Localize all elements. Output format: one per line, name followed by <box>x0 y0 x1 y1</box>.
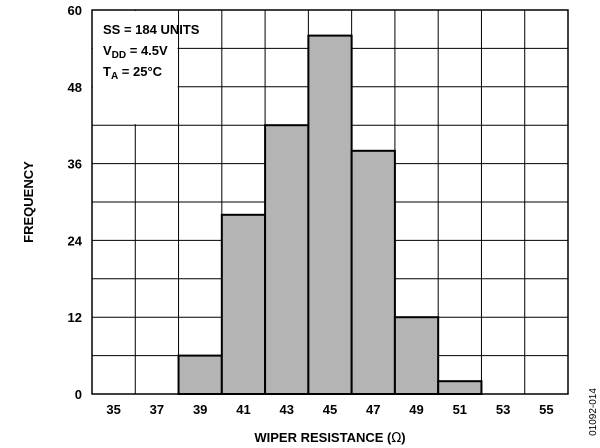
x-tick-label: 37 <box>150 402 164 417</box>
bar-47 <box>350 149 396 395</box>
annotation-line2: VDD = 4.5V <box>103 43 168 61</box>
x-tick-label: 51 <box>453 402 467 417</box>
x-tick-label: 47 <box>366 402 380 417</box>
annotation-line1: SS = 184 UNITS <box>103 22 200 37</box>
y-tick-label: 36 <box>68 157 82 172</box>
y-tick-label: 12 <box>68 310 82 325</box>
bar-49 <box>393 316 440 396</box>
x-tick-label: 49 <box>409 402 423 417</box>
bar-41 <box>220 213 267 395</box>
x-tick-label: 53 <box>496 402 510 417</box>
x-axis-label: WIPER RESISTANCE (Ω) <box>254 430 405 446</box>
x-tick-label: 45 <box>323 402 337 417</box>
figure-id: 01092-014 <box>588 388 599 436</box>
annotation-line3: TA = 25°C <box>103 64 163 82</box>
x-tick-label: 35 <box>106 402 120 417</box>
x-tick-label: 39 <box>193 402 207 417</box>
y-tick-label: 60 <box>68 3 82 18</box>
x-tick-label: 43 <box>279 402 293 417</box>
y-axis-label: FREQUENCY <box>21 161 36 243</box>
bar-51 <box>437 380 483 396</box>
x-tick-label: 41 <box>236 402 250 417</box>
annotation-box <box>93 11 178 125</box>
y-tick-label: 24 <box>68 233 83 248</box>
y-tick-labels: 0 12 24 36 48 60 <box>68 3 83 402</box>
x-tick-label: 55 <box>539 402 553 417</box>
y-tick-label: 48 <box>68 80 82 95</box>
bar-43 <box>264 124 310 395</box>
y-tick-label: 0 <box>75 387 82 402</box>
bar-39 <box>177 354 223 396</box>
bar-45 <box>307 34 353 395</box>
bars <box>177 34 483 396</box>
x-tick-labels: 35 37 39 41 43 45 47 49 51 53 55 <box>106 402 553 417</box>
